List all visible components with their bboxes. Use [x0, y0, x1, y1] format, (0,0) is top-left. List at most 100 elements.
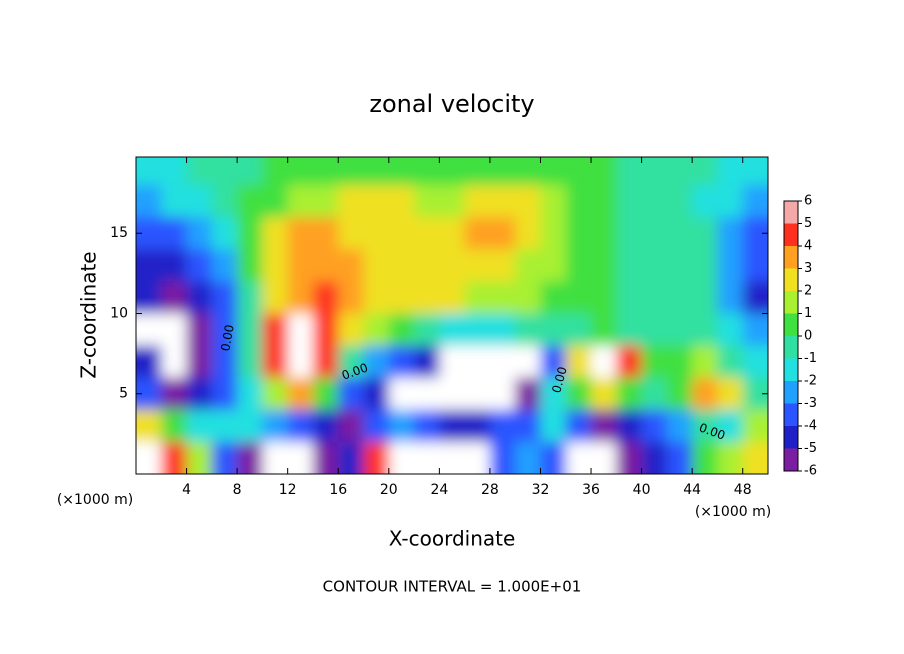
colorbar-band — [784, 268, 798, 291]
cell — [287, 185, 314, 218]
cell — [464, 441, 491, 474]
cell — [616, 281, 643, 314]
cell — [439, 441, 466, 474]
cell — [641, 217, 668, 250]
cell — [287, 377, 314, 411]
cell — [186, 185, 213, 218]
cell — [161, 377, 188, 411]
cell — [287, 281, 314, 314]
cell — [312, 377, 339, 411]
cell — [464, 249, 491, 282]
cell — [489, 281, 516, 314]
cell — [591, 249, 617, 282]
cell — [338, 313, 365, 347]
cell — [262, 217, 289, 250]
y-unit: (×1000 m) — [57, 492, 133, 508]
cell — [312, 217, 339, 250]
cell — [666, 157, 693, 186]
cell — [464, 345, 491, 379]
cell — [489, 377, 516, 411]
cell — [388, 157, 415, 186]
cell — [237, 345, 263, 379]
cell — [287, 345, 314, 379]
colorbar-band — [784, 246, 798, 269]
cell — [414, 185, 440, 218]
cell — [591, 409, 617, 443]
cell — [363, 185, 390, 218]
cell — [237, 185, 263, 218]
y-tick-label: 5 — [119, 386, 128, 402]
cell — [363, 345, 390, 379]
cell — [692, 441, 718, 474]
cell — [641, 313, 668, 347]
y-tick-label: 10 — [110, 305, 128, 321]
cell — [742, 441, 768, 474]
cell — [692, 345, 718, 379]
cell — [641, 185, 668, 218]
cell — [388, 409, 415, 443]
cell — [540, 409, 567, 443]
colorbar-tick-label: -4 — [804, 419, 817, 434]
colorbar-tick-label: -2 — [804, 374, 817, 389]
colorbar-band — [784, 336, 798, 359]
cell — [489, 185, 516, 218]
cell — [363, 281, 390, 314]
cell — [515, 249, 541, 282]
cell — [414, 281, 440, 314]
cell — [515, 377, 541, 411]
cell — [666, 185, 693, 218]
field — [136, 157, 768, 474]
cell — [616, 217, 643, 250]
cell — [616, 249, 643, 282]
colorbar-band — [784, 223, 798, 246]
cell — [717, 157, 744, 186]
cell — [414, 409, 440, 443]
cell — [211, 409, 238, 443]
cell — [388, 377, 415, 411]
cell — [616, 185, 643, 218]
cell — [161, 249, 188, 282]
cell — [161, 157, 188, 186]
cell — [363, 157, 390, 186]
x-tick-label: 8 — [233, 482, 242, 498]
cell — [742, 249, 768, 282]
cell — [439, 249, 466, 282]
cell — [464, 281, 491, 314]
cell — [742, 157, 768, 186]
y-axis-label: Z-coordinate — [77, 251, 101, 378]
cell — [237, 409, 263, 443]
cell — [464, 409, 491, 443]
cell — [414, 217, 440, 250]
cell — [515, 281, 541, 314]
cell — [414, 441, 440, 474]
cell — [388, 345, 415, 379]
cell — [717, 313, 744, 347]
cell — [161, 345, 188, 379]
cell — [287, 313, 314, 347]
colorbar-band — [784, 381, 798, 404]
cell — [388, 249, 415, 282]
cell — [338, 409, 365, 443]
cell — [540, 185, 567, 218]
cell — [717, 377, 744, 411]
cell — [540, 217, 567, 250]
cell — [666, 377, 693, 411]
cell — [515, 441, 541, 474]
colorbar-tick-label: 6 — [804, 194, 812, 209]
colorbar-band — [784, 403, 798, 426]
cell — [237, 249, 263, 282]
cell — [161, 281, 188, 314]
cell — [363, 409, 390, 443]
cell — [161, 185, 188, 218]
cell — [211, 281, 238, 314]
cell — [237, 281, 263, 314]
cell — [211, 313, 238, 347]
x-tick-label: 36 — [582, 482, 600, 498]
cell — [565, 157, 592, 186]
cell — [489, 441, 516, 474]
cell — [591, 441, 617, 474]
x-tick-label: 4 — [182, 482, 191, 498]
colorbar-tick-label: 5 — [804, 216, 812, 231]
cell — [186, 281, 213, 314]
cell — [161, 313, 188, 347]
